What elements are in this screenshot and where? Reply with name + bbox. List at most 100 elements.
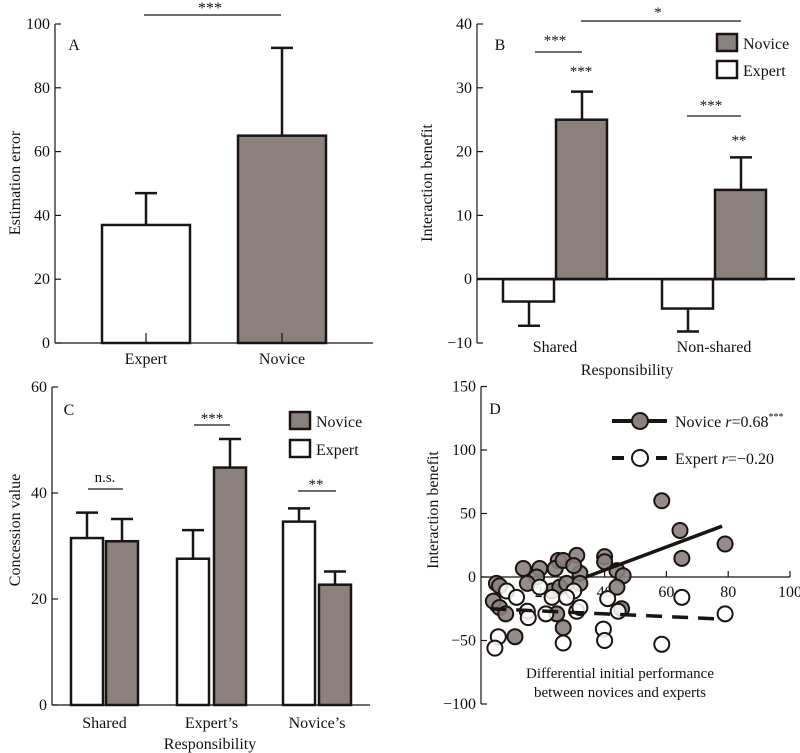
panel-label-d: D bbox=[489, 401, 501, 418]
y-axis-label: Concession value bbox=[7, 474, 24, 586]
y-axis-label: Interaction benefit bbox=[419, 124, 436, 242]
y-tick-label: 10 bbox=[456, 207, 472, 224]
y-tick-label: 100 bbox=[452, 442, 476, 459]
legend-swatch-expert bbox=[715, 59, 739, 80]
x-tick-label: Expert’s bbox=[185, 715, 238, 732]
y-tick-label: 20 bbox=[34, 271, 50, 288]
x-tick-label: Shared bbox=[533, 339, 577, 356]
x-axis-label: Differential initial performance bbox=[526, 666, 714, 682]
panel-label-c: C bbox=[64, 402, 75, 419]
point-expert bbox=[519, 609, 537, 627]
point-expert bbox=[537, 605, 555, 623]
legend-marker-novice bbox=[631, 412, 649, 430]
point-expert bbox=[653, 635, 671, 653]
fit-line-expert bbox=[490, 607, 720, 621]
legend-series-name: Novice bbox=[675, 414, 725, 431]
bar-expert-0 bbox=[69, 536, 105, 707]
panel-label-b: B bbox=[495, 37, 506, 54]
legend-label-novice: Novice r=0.68*** bbox=[675, 412, 783, 431]
bar-expert bbox=[100, 223, 192, 345]
legend-marker-expert bbox=[631, 449, 649, 467]
bar-novice-1 bbox=[212, 466, 248, 707]
bar-novice-non-shared bbox=[713, 188, 768, 281]
point-expert bbox=[558, 588, 576, 606]
x-tick-label: Shared bbox=[82, 715, 126, 732]
bar-novice-2 bbox=[317, 583, 353, 707]
legend-swatch-novice bbox=[288, 410, 312, 431]
panel-label-a: A bbox=[68, 37, 80, 54]
x-tick-label: Novice bbox=[259, 351, 305, 368]
point-novice bbox=[514, 559, 532, 577]
significance-label: *** bbox=[700, 98, 723, 114]
significance-label: * bbox=[654, 5, 662, 21]
y-tick-label: 60 bbox=[34, 144, 50, 161]
y-tick-label: 20 bbox=[31, 591, 47, 608]
y-tick-label: 20 bbox=[456, 144, 472, 161]
y-tick-label: 0 bbox=[464, 271, 472, 288]
y-tick-label: 0 bbox=[39, 697, 47, 714]
point-expert bbox=[486, 639, 504, 657]
significance-label: *** bbox=[201, 411, 224, 427]
bar-expert-1 bbox=[175, 557, 211, 707]
x-axis-label: between novices and experts bbox=[534, 685, 706, 701]
y-tick-label: 40 bbox=[456, 16, 472, 33]
point-expert bbox=[609, 602, 627, 620]
significance-label: *** bbox=[570, 64, 593, 80]
legend-label-expert: Expert bbox=[316, 442, 359, 459]
point-novice bbox=[554, 619, 572, 637]
fit-line-novice bbox=[585, 524, 723, 579]
point-expert bbox=[508, 588, 526, 606]
y-tick-label: 50 bbox=[460, 506, 476, 523]
legend-swatch-novice bbox=[715, 32, 739, 53]
bar-novice-shared bbox=[554, 118, 609, 281]
legend-r-value: =−0.20 bbox=[728, 451, 774, 468]
point-expert bbox=[599, 590, 617, 608]
bar-expert-2 bbox=[281, 520, 317, 707]
legend-series-name: Expert bbox=[675, 451, 722, 468]
y-tick-label: −50 bbox=[451, 633, 476, 650]
y-axis-label: Estimation error bbox=[7, 130, 24, 235]
x-tick-label: 80 bbox=[720, 584, 736, 601]
y-tick-label: 150 bbox=[452, 379, 476, 396]
legend-label-expert: Expert r=−0.20 bbox=[675, 451, 774, 468]
point-novice bbox=[673, 549, 691, 567]
legend-r-significance: *** bbox=[768, 412, 783, 423]
point-novice bbox=[506, 628, 524, 646]
point-novice bbox=[716, 535, 734, 553]
point-novice bbox=[608, 578, 626, 596]
significance-label: *** bbox=[198, 0, 222, 17]
point-novice bbox=[565, 557, 583, 575]
significance-label: *** bbox=[544, 33, 567, 49]
bar-novice-0 bbox=[104, 539, 140, 707]
significance-label: n.s. bbox=[95, 470, 116, 486]
x-tick-label: Non-shared bbox=[677, 339, 752, 356]
bar-expert-shared bbox=[501, 277, 556, 303]
significance-label: ** bbox=[732, 133, 747, 149]
x-tick-label: 60 bbox=[658, 584, 674, 601]
x-tick-label: Novice’s bbox=[289, 715, 346, 732]
point-expert bbox=[673, 588, 691, 606]
legend-label-novice: Novice bbox=[316, 414, 362, 431]
x-axis-label: Responsibility bbox=[581, 362, 673, 379]
legend-r-value: =0.68 bbox=[731, 414, 768, 431]
legend-r-symbol: r bbox=[722, 451, 729, 468]
point-expert bbox=[554, 634, 572, 652]
legend-label-novice: Novice bbox=[743, 36, 789, 53]
y-tick-label: 30 bbox=[456, 80, 472, 97]
point-novice bbox=[671, 522, 689, 540]
y-tick-label: 40 bbox=[34, 207, 50, 224]
y-tick-label: 100 bbox=[26, 16, 50, 33]
y-tick-label: 80 bbox=[34, 80, 50, 97]
point-expert bbox=[716, 605, 734, 623]
y-tick-label: 0 bbox=[468, 569, 476, 586]
y-tick-label: 60 bbox=[31, 379, 47, 396]
point-expert bbox=[596, 632, 614, 649]
y-tick-label: 0 bbox=[42, 335, 50, 352]
point-expert bbox=[543, 588, 561, 606]
point-novice bbox=[653, 492, 671, 510]
y-axis-label: Interaction benefit bbox=[425, 451, 442, 569]
y-tick-label: −10 bbox=[447, 335, 472, 352]
y-tick-label: −100 bbox=[443, 696, 476, 713]
x-tick-label: 100 bbox=[778, 584, 800, 601]
